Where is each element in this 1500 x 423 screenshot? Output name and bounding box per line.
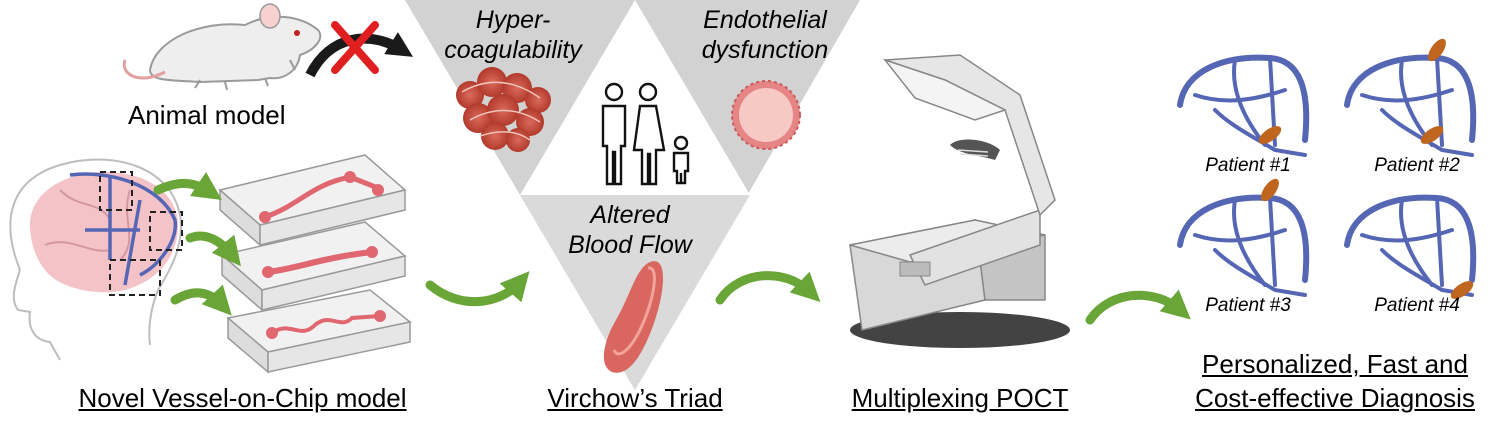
endo-line2: dysfunction <box>701 36 829 64</box>
patient-2-label: Patient #2 <box>1374 155 1460 176</box>
clot-marker <box>1258 126 1282 144</box>
chip-stack <box>218 154 412 374</box>
vein-path <box>1380 248 1474 297</box>
patient-brains <box>1177 38 1477 299</box>
vein-path <box>1360 88 1454 103</box>
vein-path <box>1213 108 1307 157</box>
red-cross-icon <box>331 21 379 74</box>
vein-path <box>1360 228 1454 243</box>
vein-path <box>1213 248 1307 297</box>
roi-boxes <box>99 171 183 296</box>
poct-device-icon <box>849 54 1070 348</box>
vein-path <box>1232 198 1267 287</box>
vessel-ring-icon <box>731 80 801 150</box>
blood-flow-label: Altered Blood Flow <box>545 200 715 260</box>
patient-4-label: Patient #4 <box>1374 295 1460 316</box>
green-arrows <box>153 172 1191 325</box>
animal-model-label: Animal model <box>128 100 286 130</box>
patient-3-brain-icon <box>1177 178 1310 297</box>
vein-path <box>1399 198 1434 287</box>
vein-path <box>1232 58 1267 147</box>
chip-2 <box>220 221 407 312</box>
patient-1-brain-icon <box>1177 54 1310 157</box>
patient-4-brain-icon <box>1344 194 1477 299</box>
virchow-triad-label: Virchow’s Triad <box>547 383 723 413</box>
patient-1-label: Patient #1 <box>1205 155 1291 176</box>
hyper-line2: coagulability <box>444 36 582 64</box>
vein-path <box>1380 108 1474 157</box>
endothelial-label: Endothelial dysfunction <box>680 5 850 65</box>
vein-path <box>1435 196 1444 287</box>
clot-marker <box>1420 126 1444 144</box>
rat-icon <box>122 3 322 91</box>
chip-1 <box>218 154 407 247</box>
patient-3-label: Patient #3 <box>1205 295 1291 316</box>
poct-label: Multiplexing POCT <box>851 383 1069 413</box>
vein-path <box>1193 88 1287 103</box>
flow-line1: Altered <box>590 201 670 229</box>
hypercoagulability-label: Hyper- coagulability <box>438 5 588 65</box>
blood-vessel-icon <box>603 261 664 373</box>
clot-marker <box>1428 38 1446 62</box>
diagnosis-line2: Cost-effective Diagnosis <box>1195 383 1475 413</box>
patient-2-brain-icon <box>1344 38 1477 157</box>
endo-line1: Endothelial <box>703 6 827 34</box>
clot-cluster-icon <box>456 67 551 152</box>
clot-marker <box>1261 178 1279 202</box>
diagnosis-line1: Personalized, Fast and <box>1202 349 1468 379</box>
flow-line2: Blood Flow <box>568 231 692 259</box>
chip-3 <box>226 289 412 374</box>
family-icon <box>601 82 690 186</box>
diagnosis-label: Personalized, Fast and Cost-effective Di… <box>1170 347 1500 415</box>
vein-path <box>1193 228 1287 243</box>
vein-path <box>1268 196 1277 287</box>
clot-marker <box>1450 281 1474 299</box>
vessel-on-chip-label: Novel Vessel-on-Chip model <box>78 383 407 413</box>
hyper-line1: Hyper- <box>475 6 551 34</box>
